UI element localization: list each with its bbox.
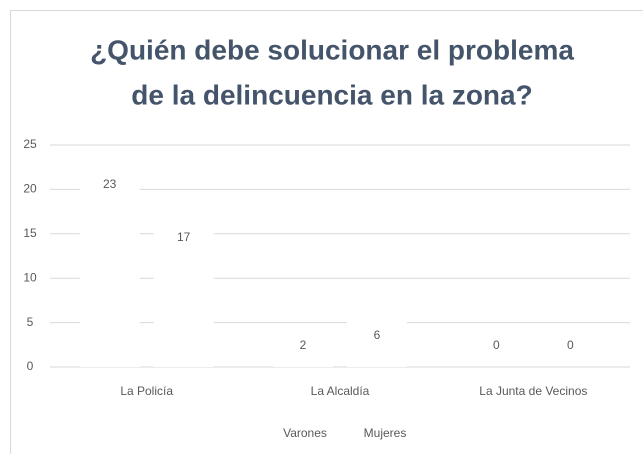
x-tick-label: La Junta de Vecinos [479, 384, 587, 398]
bar [347, 313, 407, 367]
y-tick-label: 15 [23, 226, 37, 240]
y-tick-label: 10 [23, 270, 37, 284]
chart-title: ¿Quién debe solucionar el problema [90, 34, 574, 65]
chart-title: de la delincuencia en la zona? [131, 79, 532, 110]
data-label: 0 [567, 338, 574, 352]
data-label: 23 [103, 177, 117, 191]
x-tick-label: La Policía [120, 384, 173, 398]
bar [273, 349, 333, 367]
legend-label: Varones [283, 426, 327, 440]
bar [153, 216, 214, 367]
bar [79, 162, 140, 367]
y-tick-label: 5 [27, 315, 34, 329]
data-label: 17 [177, 230, 191, 244]
data-label: 0 [493, 338, 500, 352]
y-tick-label: 25 [23, 137, 37, 151]
legend-label: Mujeres [364, 426, 407, 440]
y-tick-label: 20 [23, 182, 37, 196]
data-label: 2 [300, 338, 307, 352]
y-tick-label: 0 [27, 359, 34, 373]
data-label: 6 [374, 328, 381, 342]
x-tick-label: La Alcaldía [311, 384, 370, 398]
